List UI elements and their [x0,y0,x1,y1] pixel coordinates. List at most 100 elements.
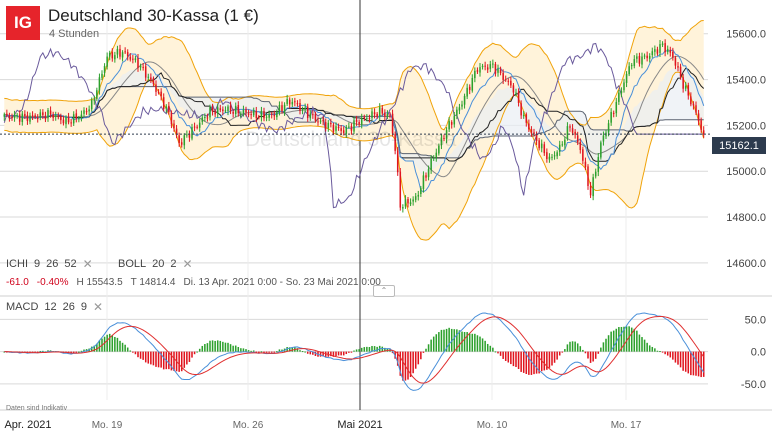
candle-body [427,169,430,178]
macd-histogram-bar [278,349,281,352]
candle-body [479,67,481,73]
candle-body [366,118,368,120]
candle-body [345,127,348,134]
candle-body [494,63,497,74]
candle-body [651,51,654,56]
macd-histogram-bar [435,334,438,352]
candle-body [93,99,96,101]
macd-close-icon[interactable]: ✕ [93,300,104,314]
macd-param-1: 12 [44,301,57,313]
candle-body [209,107,211,118]
candle-body [620,91,623,94]
candle-body [276,112,278,118]
ichi-close-icon[interactable]: ✕ [82,257,93,271]
candle-body [150,77,152,80]
macd-histogram-bar [373,346,376,352]
macd-histogram-bar [237,346,240,352]
macd-param-3: 9 [80,301,88,313]
date-range: Di. 13 Apr. 2021 0:00 - So. 23 Mai 2021 … [183,277,381,288]
candle-body [299,103,301,111]
macd-histogram-bar [224,342,227,352]
candle-body [281,105,283,112]
candle-body [139,65,142,68]
macd-histogram-bar [219,340,222,352]
macd-histogram-bar [144,351,147,363]
macd-indicator-name[interactable]: MACD [6,301,39,313]
macd-histogram-bar [571,341,574,352]
macd-histogram-bar [103,336,106,352]
candle-body [558,144,561,152]
price-tick-label: 15400.0 [726,75,766,87]
macd-histogram-bar [430,339,432,352]
candle-body [353,120,355,132]
candle-body [327,122,330,129]
candle-body [656,49,659,54]
candle-body [98,77,101,91]
macd-histogram-bar [250,350,252,352]
macd-histogram-bar [520,351,522,372]
macd-histogram-bar [247,350,250,352]
candle-body [242,109,245,114]
macd-histogram-bar [281,349,283,352]
candle-body [206,117,209,119]
macd-histogram-bar [538,351,540,374]
price-tick-label: 15600.0 [726,29,766,41]
macd-histogram-bar [636,330,638,352]
macd-histogram-bar [252,350,255,352]
candle-body [453,116,456,125]
candle-body [44,115,47,120]
boll-indicator-name[interactable]: BOLL [118,258,147,270]
candle-body [85,111,88,113]
candle-body [124,51,126,53]
candle-body [466,87,468,97]
candle-body [471,78,474,91]
macd-histogram-bar [270,351,273,353]
candle-body [180,142,183,145]
candle-body [21,113,24,122]
candle-body [525,114,528,123]
candle-body [664,43,666,53]
macd-histogram-bar [193,351,196,355]
candle-body [615,102,618,114]
macd-histogram-bar [412,351,414,374]
candle-body [342,130,345,133]
macd-histogram-bar [417,351,420,365]
boll-close-icon[interactable]: ✕ [182,257,193,271]
candle-body [407,199,409,204]
candle-body [288,99,291,105]
macd-histogram-bar [682,351,684,371]
macd-histogram-bar [376,346,378,352]
candle-body [520,103,522,116]
macd-histogram-bar [114,336,116,352]
macd-histogram-bar [180,351,183,372]
macd-line [4,312,705,391]
candle-body [489,64,492,69]
time-tick-label: Mo. 19 [92,420,123,431]
macd-histogram-bar [355,349,358,352]
candle-body [481,65,484,67]
macd-histogram-bar [263,351,265,353]
macd-histogram-bar [422,351,425,353]
candle-body [142,66,144,68]
candle-body [201,117,204,122]
pane-collapse-handle[interactable]: ⌃ [373,285,395,297]
ichi-indicator-name[interactable]: ICHI [6,258,28,270]
candle-body [646,55,648,59]
candle-body [507,80,510,82]
macd-histogram-bar [512,351,515,367]
macd-histogram-bar [36,351,39,353]
macd-histogram-bar [93,345,96,352]
macd-histogram-bar [558,351,561,356]
macd-histogram-bar [170,351,173,371]
candle-body [682,77,684,89]
candle-body [571,128,574,133]
macd-param-2: 26 [62,301,75,313]
candle-body [636,56,638,59]
macd-histogram-bar [438,332,440,352]
macd-histogram-bar [291,347,294,352]
candle-body [214,111,216,115]
price-info-row: -61.0 -0.40% H 15543.5 T 14814.4 Di. 13 … [6,277,381,288]
candle-body [65,117,67,125]
macd-histogram-bar [466,332,468,352]
